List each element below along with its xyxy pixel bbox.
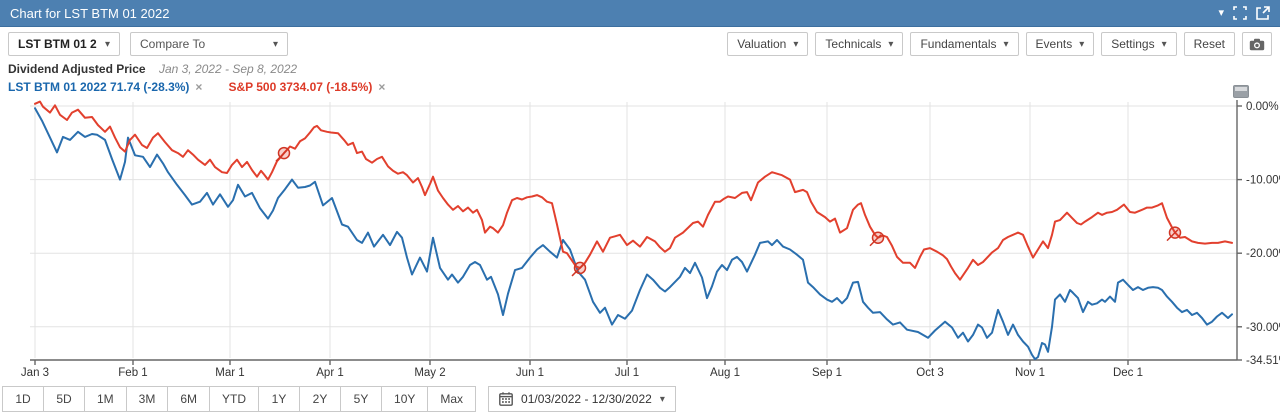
menu-label: Valuation: [737, 37, 787, 51]
titlebar: Chart for LST BTM 01 2022 ▾: [0, 0, 1280, 27]
menu-button-fundamentals[interactable]: Fundamentals ▾: [910, 32, 1019, 56]
security-dropdown[interactable]: LST BTM 01 2 ▾: [8, 32, 120, 56]
svg-text:0.00%: 0.00%: [1246, 101, 1279, 113]
range-button-ytd[interactable]: YTD: [209, 386, 260, 412]
svg-text:Apr 1: Apr 1: [316, 367, 344, 379]
range-button-1y[interactable]: 1Y: [258, 386, 301, 412]
compare-to-label: Compare To: [140, 37, 206, 51]
date-range-picker[interactable]: 01/03/2022 - 12/30/2022 ▾: [488, 386, 676, 412]
svg-text:May 2: May 2: [414, 367, 445, 379]
chevron-down-icon: ▾: [1079, 38, 1085, 50]
legend-item: S&P 500 3734.07 (-18.5%) ×: [228, 80, 385, 94]
svg-text:Jun 1: Jun 1: [516, 367, 544, 379]
svg-text:-34.51%: -34.51%: [1246, 355, 1280, 367]
svg-text:Mar 1: Mar 1: [215, 367, 244, 379]
svg-text:Feb 1: Feb 1: [118, 367, 147, 379]
menu-button-events[interactable]: Events ▾: [1025, 32, 1095, 56]
range-button-5y[interactable]: 5Y: [340, 386, 383, 412]
menu-button-settings[interactable]: Settings ▾: [1101, 32, 1177, 56]
page-title: Chart for LST BTM 01 2022: [10, 5, 170, 21]
date-range-value: 01/03/2022 - 12/30/2022: [521, 392, 652, 406]
range-button-group: 1D 5D 1M 3M 6M YTD 1Y 2Y 5Y 10Y Max: [2, 386, 477, 412]
svg-text:Aug 1: Aug 1: [710, 367, 740, 379]
legend-item: LST BTM 01 2022 71.74 (-28.3%) ×: [8, 80, 202, 94]
chevron-down-icon: ▾: [659, 393, 665, 405]
chevron-down-icon: ▾: [1161, 38, 1167, 50]
menu-label: Events: [1035, 37, 1073, 51]
reset-label: Reset: [1193, 37, 1225, 51]
remove-series-icon[interactable]: ×: [195, 80, 203, 94]
menu-button-valuation[interactable]: Valuation ▾: [727, 32, 809, 56]
open-in-new-icon[interactable]: [1256, 6, 1270, 20]
chart-subtitle: Dividend Adjusted Price Jan 3, 2022 - Se…: [8, 62, 297, 76]
range-button-5d[interactable]: 5D: [43, 386, 85, 412]
toolbar-menus: Valuation ▾ Technicals ▾ Fundamentals ▾ Events…: [727, 32, 1177, 56]
chart-plot-area[interactable]: [30, 100, 1237, 360]
metric-label: Dividend Adjusted Price: [8, 62, 146, 76]
svg-text:Nov 1: Nov 1: [1015, 367, 1045, 379]
range-button-3m[interactable]: 3M: [125, 386, 169, 412]
svg-text:-10.00%: -10.00%: [1246, 175, 1280, 187]
menu-label: Settings: [1111, 37, 1155, 51]
screenshot-button[interactable]: [1242, 32, 1272, 56]
chevron-down-icon: ▾: [272, 38, 278, 50]
range-button-10y[interactable]: 10Y: [381, 386, 429, 412]
toolbar: LST BTM 01 2 ▾ Compare To ▾ Valuation ▾ Te…: [0, 30, 1280, 58]
chevron-down-icon: ▾: [104, 38, 110, 50]
fullscreen-icon[interactable]: [1233, 6, 1247, 20]
chevron-down-icon: ▾: [793, 38, 799, 50]
menu-label: Fundamentals: [920, 37, 997, 51]
svg-text:Sep 1: Sep 1: [812, 367, 842, 379]
svg-text:-20.00%: -20.00%: [1246, 248, 1280, 260]
range-button-1m[interactable]: 1M: [84, 386, 127, 412]
svg-text:Dec 1: Dec 1: [1113, 367, 1143, 379]
timebar: 1D 5D 1M 3M 6M YTD 1Y 2Y 5Y 10Y Max 01/03/2022 - 1…: [2, 386, 676, 412]
menu-button-technicals[interactable]: Technicals ▾: [815, 32, 904, 56]
security-dropdown-label: LST BTM 01 2: [18, 37, 97, 51]
reset-button[interactable]: Reset: [1183, 32, 1235, 56]
legend-label: S&P 500 3734.07 (-18.5%): [228, 80, 373, 94]
svg-text:Oct 3: Oct 3: [916, 367, 943, 379]
svg-text:Jul 1: Jul 1: [615, 367, 639, 379]
chevron-down-icon[interactable]: ▾: [1218, 6, 1224, 19]
menu-label: Technicals: [825, 37, 882, 51]
legend-label: LST BTM 01 2022 71.74 (-28.3%): [8, 80, 190, 94]
svg-text:-30.00%: -30.00%: [1246, 322, 1280, 334]
date-range-label: Jan 3, 2022 - Sep 8, 2022: [158, 62, 298, 76]
chart-legend: LST BTM 01 2022 71.74 (-28.3%) × S&P 500 3…: [8, 80, 385, 94]
compare-to-dropdown[interactable]: Compare To ▾: [130, 32, 288, 56]
range-button-2y[interactable]: 2Y: [299, 386, 342, 412]
range-button-max[interactable]: Max: [427, 386, 477, 412]
range-button-6m[interactable]: 6M: [167, 386, 211, 412]
chevron-down-icon: ▾: [1003, 38, 1009, 50]
calendar-icon: [499, 392, 513, 406]
camera-icon: [1249, 38, 1265, 50]
svg-text:Jan 3: Jan 3: [21, 367, 49, 379]
range-button-1d[interactable]: 1D: [2, 386, 44, 412]
chevron-down-icon: ▾: [888, 38, 894, 50]
remove-series-icon[interactable]: ×: [378, 80, 386, 94]
axis-panel-icon[interactable]: [1233, 85, 1249, 98]
